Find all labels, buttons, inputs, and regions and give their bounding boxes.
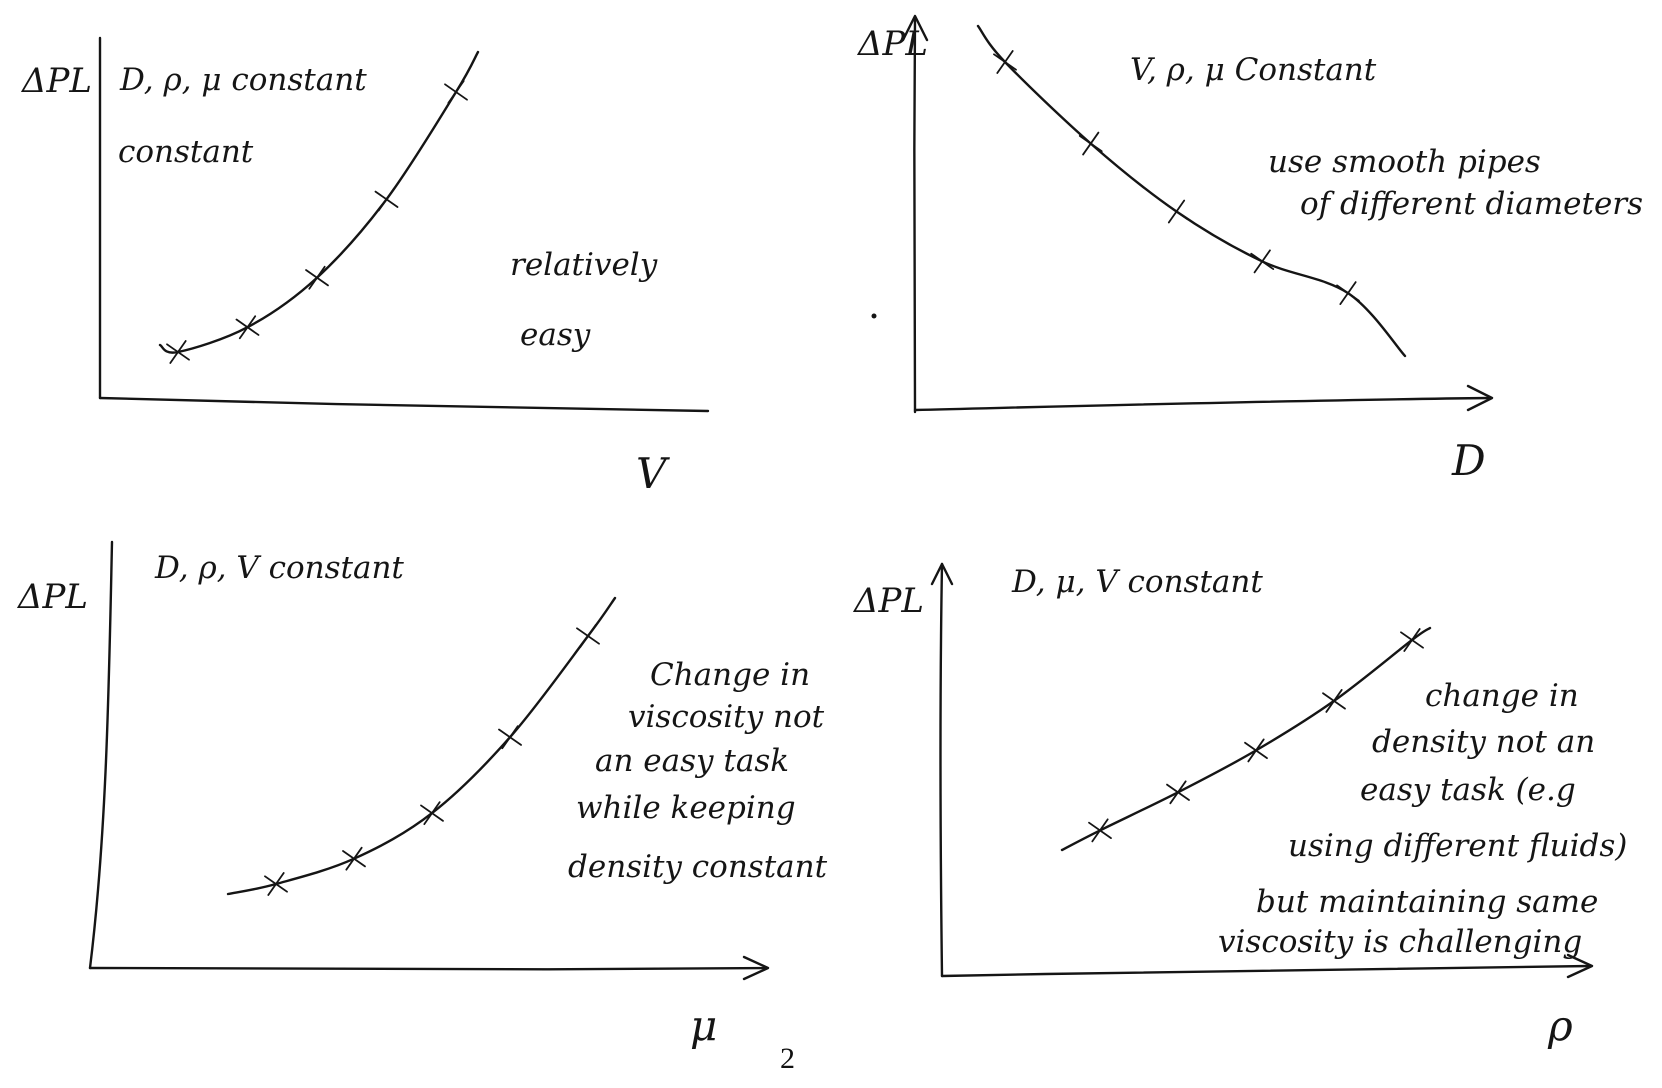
chart-3-title: D, ρ, V constant bbox=[154, 550, 404, 586]
chart-4-y-axis bbox=[939, 562, 944, 978]
chart-2-note-line-2: of different diameters bbox=[1300, 186, 1643, 222]
chart-2-data-point-5 bbox=[1336, 281, 1360, 305]
chart-4-note-line-1: change in bbox=[1425, 678, 1579, 714]
chart-3-plot bbox=[226, 596, 617, 896]
chart-3-ylabel: ΔPL bbox=[16, 577, 88, 617]
chart-2-stray-dot bbox=[871, 313, 877, 319]
chart-2-note-line-1: use smooth pipes bbox=[1268, 144, 1541, 180]
chart-4-note-line-6: viscosity is challenging bbox=[1218, 924, 1582, 960]
chart-2-data-point-1 bbox=[993, 50, 1017, 74]
chart-4-data-point-2 bbox=[1166, 780, 1190, 805]
chart-3-note-line-5: density constant bbox=[568, 849, 828, 885]
chart-4-data-point-1 bbox=[1088, 818, 1112, 843]
chart-4-note-line-3: easy task (e.g bbox=[1360, 772, 1576, 808]
chart-1-data-point-2 bbox=[235, 315, 260, 340]
chart-4-ylabel: ΔPL bbox=[852, 581, 924, 621]
chart-4: ΔPL D, μ, V constant ρ change in density… bbox=[852, 562, 1627, 1050]
chart-3-data-point-2 bbox=[342, 846, 366, 871]
chart-1: ΔPL D, ρ, μ constant constant V relative… bbox=[20, 36, 710, 498]
chart-1-data-point-3 bbox=[305, 265, 329, 290]
page-number: 2 bbox=[780, 1042, 795, 1075]
chart-1-note-line-1: relatively bbox=[510, 247, 658, 283]
chart-3-series-line bbox=[226, 596, 617, 896]
chart-1-data-point-5 bbox=[444, 80, 468, 104]
chart-4-note-line-5: but maintaining same bbox=[1256, 884, 1598, 920]
chart-2-x-axis-arrow bbox=[1466, 384, 1494, 412]
chart-4-xlabel: ρ bbox=[1547, 1001, 1573, 1050]
chart-3-note-line-2: viscosity not bbox=[628, 699, 825, 735]
chart-4-x-axis bbox=[940, 964, 1592, 978]
chart-1-plot bbox=[158, 50, 480, 364]
chart-2-title: V, ρ, μ Constant bbox=[1130, 52, 1377, 88]
chart-1-data-point-1 bbox=[166, 340, 190, 364]
chart-4-data-point-3 bbox=[1244, 738, 1268, 763]
chart-3-x-axis bbox=[88, 966, 768, 971]
chart-1-x-axis bbox=[98, 396, 710, 413]
chart-4-data-point-5 bbox=[1400, 628, 1424, 652]
chart-3-data-point-5 bbox=[576, 624, 600, 648]
chart-3: ΔPL D, ρ, V constant μ Change in viscosi… bbox=[16, 540, 828, 1050]
chart-3-note-line-1: Change in bbox=[650, 657, 810, 693]
chart-4-title: D, μ, V constant bbox=[1011, 564, 1263, 600]
chart-4-note-line-4: using different fluids) bbox=[1288, 828, 1627, 864]
chart-1-note-line-2: easy bbox=[520, 317, 591, 353]
chart-2-data-point-2 bbox=[1078, 131, 1103, 156]
chart-2-x-axis bbox=[913, 396, 1492, 412]
chart-3-note-line-4: while keeping bbox=[576, 790, 796, 826]
chart-2: ΔPL V, ρ, μ Constant D use smooth pipes … bbox=[856, 14, 1643, 485]
chart-1-xlabel: V bbox=[636, 449, 670, 498]
chart-3-note-line-3: an easy task bbox=[595, 743, 789, 779]
chart-4-plot bbox=[1060, 626, 1432, 852]
chart-2-plot bbox=[976, 24, 1407, 358]
chart-1-ylabel: ΔPL bbox=[20, 61, 92, 101]
chart-4-y-axis-arrow bbox=[930, 562, 954, 586]
chart-4-note-line-2: density not an bbox=[1372, 724, 1595, 760]
chart-3-x-axis-arrow bbox=[742, 955, 770, 981]
chart-3-y-axis bbox=[88, 540, 114, 970]
chart-3-data-point-3 bbox=[420, 801, 444, 826]
chart-3-xlabel: μ bbox=[690, 1001, 717, 1050]
chart-1-title: D, ρ, μ constant bbox=[119, 62, 367, 98]
chart-3-data-point-4 bbox=[498, 725, 522, 750]
chart-2-ylabel: ΔPL bbox=[856, 24, 928, 64]
chart-4-data-point-4 bbox=[1322, 689, 1346, 713]
chart-2-data-point-3 bbox=[1164, 199, 1189, 224]
chart-4-x-axis-arrow bbox=[1566, 953, 1594, 979]
chart-2-data-point-4 bbox=[1250, 249, 1275, 274]
chart-3-data-point-1 bbox=[264, 872, 288, 896]
chart-2-y-axis-arrow bbox=[901, 14, 929, 42]
chart-2-xlabel: D bbox=[1451, 436, 1486, 485]
chart-1-title-word-constant: constant bbox=[118, 134, 254, 170]
chart-1-data-point-4 bbox=[374, 187, 399, 212]
chart-2-y-axis bbox=[913, 16, 917, 414]
